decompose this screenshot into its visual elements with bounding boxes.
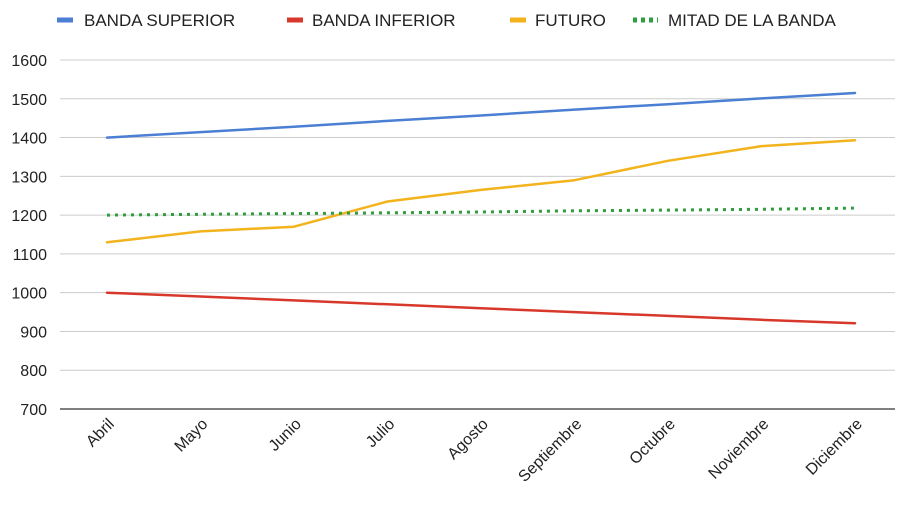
- x-tick-label: Abril: [83, 416, 118, 451]
- gridlines: [60, 59, 895, 410]
- y-tick-label: 1100: [13, 247, 48, 264]
- legend-item-upper[interactable]: BANDA SUPERIOR: [57, 11, 235, 30]
- x-tick-label: Septiembre: [515, 416, 585, 486]
- series-lines: [105, 91, 857, 325]
- legend-label-lower: BANDA INFERIOR: [312, 11, 456, 30]
- series-line-lower[interactable]: [105, 291, 857, 325]
- legend-item-lower[interactable]: BANDA INFERIOR: [287, 11, 456, 30]
- y-tick-label: 900: [20, 324, 47, 341]
- y-tick-label: 1600: [11, 53, 47, 70]
- y-tick-label: 1400: [11, 131, 47, 148]
- x-tick-label: Noviembre: [706, 416, 773, 483]
- x-tick-label: Diciembre: [803, 416, 866, 479]
- y-axis: 1600 1500 1400 1300 1200 1100 1000 900 800 700: [11, 53, 47, 419]
- series-line-upper[interactable]: [105, 91, 857, 139]
- y-tick-label: 1500: [11, 92, 47, 109]
- x-tick-label: Octubre: [627, 416, 679, 468]
- legend-item-future[interactable]: FUTURO: [510, 11, 606, 30]
- legend-label-upper: BANDA SUPERIOR: [84, 11, 235, 30]
- x-tick-label: Junio: [266, 416, 305, 455]
- series-line-mid[interactable]: [106, 206, 856, 217]
- y-tick-label: 1000: [11, 286, 47, 303]
- legend-item-mid[interactable]: MITAD DE LA BANDA: [633, 11, 836, 30]
- y-tick-label: 800: [20, 363, 47, 380]
- x-axis: Abril Mayo Junio Julio Agosto Septiembre Octub…: [83, 416, 866, 486]
- legend: BANDA SUPERIOR BANDA INFERIOR FUTURO MIT…: [57, 11, 836, 30]
- x-tick-label: Mayo: [172, 416, 212, 456]
- y-tick-label: 1200: [11, 208, 47, 225]
- y-tick-label: 700: [20, 402, 47, 419]
- legend-label-future: FUTURO: [535, 11, 606, 30]
- y-tick-label: 1300: [11, 169, 47, 186]
- series-line-future[interactable]: [105, 139, 857, 244]
- x-tick-label: Julio: [363, 416, 398, 451]
- legend-label-mid: MITAD DE LA BANDA: [668, 11, 836, 30]
- x-tick-label: Agosto: [445, 416, 492, 463]
